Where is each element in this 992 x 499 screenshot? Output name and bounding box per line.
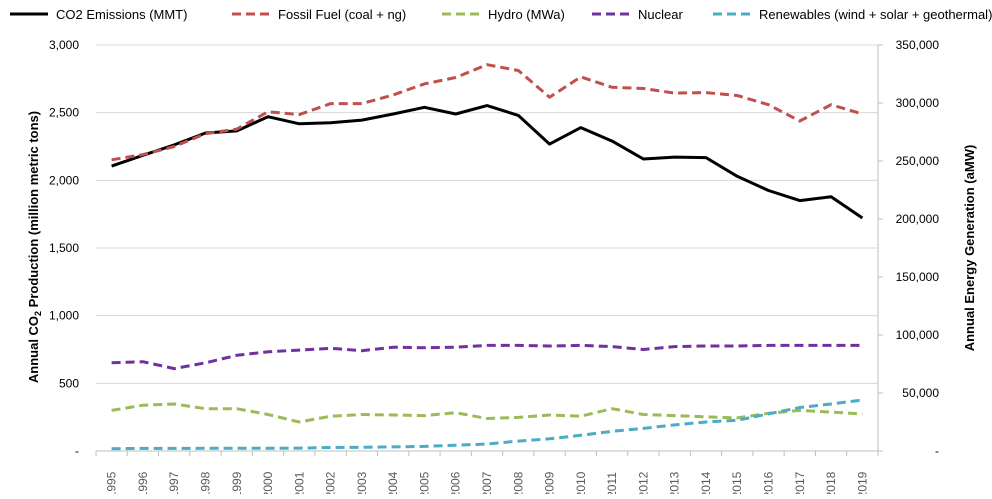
- x-tick-label: 2001: [292, 471, 306, 494]
- series-line: [111, 63, 863, 162]
- x-tick-label: 1999: [230, 471, 244, 494]
- legend: CO2 Emissions (MMT) Fossil Fuel (coal + n…: [10, 7, 992, 22]
- x-tick-label: 2012: [636, 471, 650, 494]
- grid-layer: [96, 44, 878, 384]
- legend-label: Hydro (MWa): [488, 7, 565, 22]
- y-axis-title-tail: Production (million metric tons): [26, 111, 41, 311]
- x-tick-label: 2004: [386, 471, 400, 494]
- series-line: [111, 402, 863, 424]
- y-tick-label: 2,500: [49, 106, 79, 120]
- legend-label: Renewables (wind + solar + geothermal): [759, 7, 992, 22]
- axis-layer: [95, 44, 883, 456]
- x-tick-label: 2009: [543, 471, 557, 494]
- y2-tick-label: 250,000: [896, 154, 940, 168]
- x-tick-label: 1997: [167, 471, 181, 494]
- y2-tick-label: 100,000: [896, 328, 940, 342]
- x-tick-label: 2018: [824, 471, 838, 494]
- x-tick-label: 2008: [511, 471, 525, 494]
- y-tick-label: 500: [59, 376, 79, 390]
- x-tick-label: 2014: [699, 471, 713, 494]
- legend-label: Nuclear: [638, 7, 683, 22]
- x-tick-label: 2010: [574, 471, 588, 494]
- x-tick-label: 2016: [762, 471, 776, 494]
- x-tick-label: 1998: [198, 471, 212, 494]
- x-tick-label: 2011: [605, 472, 619, 494]
- x-tick-label: 2019: [855, 471, 869, 494]
- x-tick-label: 2003: [355, 471, 369, 494]
- legend-label: Fossil Fuel (coal + ng): [278, 7, 406, 22]
- y-tick-label: 1,500: [49, 241, 79, 255]
- x-tick-label: 2015: [730, 471, 744, 494]
- y-tick-label: 1,000: [49, 309, 79, 323]
- tick-label-layer: - 500 1,000 1,500 2,000 2,500 3,000 - 50,000 100,…: [49, 38, 940, 498]
- x-tick-label: 2017: [793, 471, 807, 494]
- series-line: [111, 104, 864, 220]
- y-tick-label: 3,000: [49, 38, 79, 52]
- y2-tick-label: 150,000: [896, 270, 940, 284]
- y2-tick-label: 200,000: [896, 212, 940, 226]
- x-tick-label: 2013: [668, 471, 682, 494]
- x-tick-label: 1996: [136, 471, 150, 494]
- y2-tick-label: 350,000: [896, 38, 940, 52]
- y-axis-title-subscript: 2: [33, 311, 43, 316]
- series-line: [111, 343, 863, 371]
- y2-tick-label: 300,000: [896, 96, 940, 110]
- x-tick-label: 2005: [417, 471, 431, 494]
- series-layer: [111, 63, 864, 451]
- y-tick-label: 2,000: [49, 173, 79, 187]
- y2-tick-label: 50,000: [902, 386, 939, 400]
- x-tick-label: 2006: [449, 471, 463, 494]
- y-tick-label: -: [75, 444, 79, 458]
- y-axis-title: Annual CO2 Production (million metric to…: [26, 111, 43, 383]
- legend-label: CO2 Emissions (MMT): [56, 7, 187, 22]
- x-tick-label: 1995: [105, 471, 119, 494]
- x-tick-label: 2007: [480, 471, 494, 494]
- x-tick-label: 2002: [324, 471, 338, 494]
- y2-axis-title: Annual Energy Generation (aMW): [962, 145, 977, 352]
- y2-tick-label: -: [935, 444, 939, 458]
- y-axis-title-main: Annual CO: [26, 316, 41, 383]
- x-tick-label: 2000: [261, 471, 275, 494]
